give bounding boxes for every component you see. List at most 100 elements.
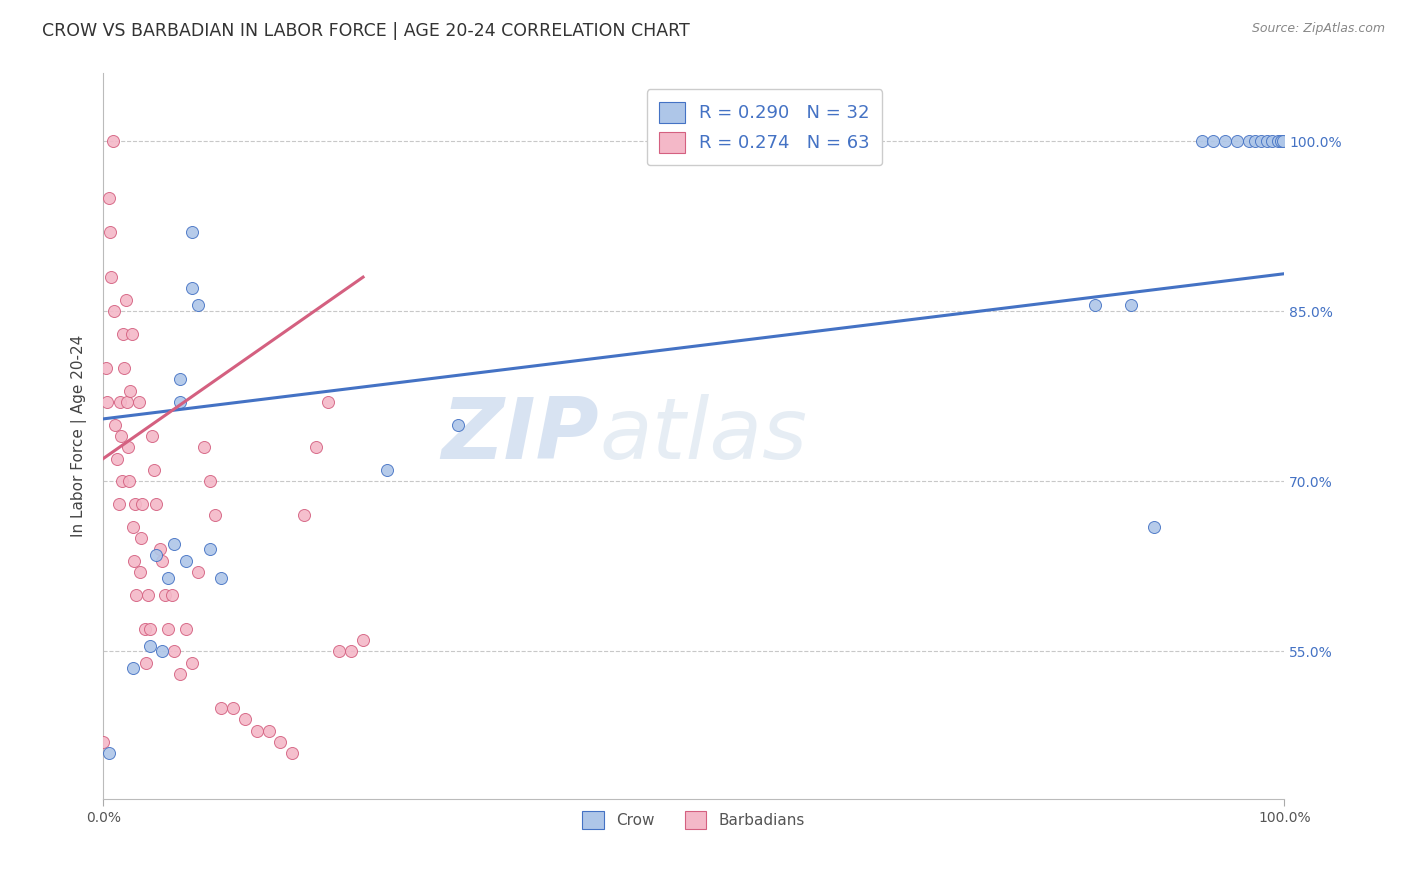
- Point: [1256, 134, 1278, 148]
- Point: [209, 701, 232, 715]
- Point: [121, 326, 143, 341]
- Point: [257, 723, 280, 738]
- Point: [1143, 519, 1166, 533]
- Point: [98, 191, 121, 205]
- Point: [180, 225, 202, 239]
- Point: [187, 565, 209, 579]
- Point: [94, 360, 117, 375]
- Point: [375, 463, 398, 477]
- Point: [269, 735, 291, 749]
- Point: [128, 565, 150, 579]
- Point: [198, 542, 221, 557]
- Point: [145, 497, 167, 511]
- Point: [163, 644, 186, 658]
- Point: [281, 747, 304, 761]
- Point: [1084, 298, 1107, 312]
- Point: [124, 497, 146, 511]
- Point: [143, 463, 166, 477]
- Point: [131, 497, 153, 511]
- Point: [107, 497, 129, 511]
- Point: [163, 536, 186, 550]
- Point: [110, 429, 132, 443]
- Point: [153, 588, 176, 602]
- Point: [112, 326, 135, 341]
- Point: [108, 395, 131, 409]
- Point: [1243, 134, 1265, 148]
- Point: [149, 542, 172, 557]
- Point: [120, 384, 142, 398]
- Point: [233, 713, 256, 727]
- Point: [446, 417, 468, 432]
- Point: [150, 554, 173, 568]
- Point: [118, 475, 141, 489]
- Point: [1226, 134, 1249, 148]
- Point: [204, 508, 226, 523]
- Point: [187, 298, 209, 312]
- Point: [121, 661, 143, 675]
- Point: [1250, 134, 1272, 148]
- Point: [1261, 134, 1284, 148]
- Point: [111, 475, 134, 489]
- Point: [136, 588, 159, 602]
- Point: [104, 417, 127, 432]
- Point: [1191, 134, 1213, 148]
- Y-axis label: In Labor Force | Age 20-24: In Labor Force | Age 20-24: [72, 334, 87, 537]
- Point: [157, 571, 180, 585]
- Point: [209, 571, 232, 585]
- Text: CROW VS BARBADIAN IN LABOR FORCE | AGE 20-24 CORRELATION CHART: CROW VS BARBADIAN IN LABOR FORCE | AGE 2…: [42, 22, 690, 40]
- Point: [141, 429, 163, 443]
- Point: [139, 622, 162, 636]
- Point: [1237, 134, 1260, 148]
- Point: [292, 508, 315, 523]
- Text: atlas: atlas: [599, 394, 807, 477]
- Point: [169, 395, 191, 409]
- Point: [125, 588, 148, 602]
- Point: [157, 622, 180, 636]
- Point: [96, 395, 118, 409]
- Point: [169, 372, 191, 386]
- Point: [122, 554, 145, 568]
- Point: [114, 360, 136, 375]
- Point: [305, 440, 328, 454]
- Point: [129, 531, 152, 545]
- Point: [198, 475, 221, 489]
- Point: [135, 656, 157, 670]
- Text: ZIP: ZIP: [441, 394, 599, 477]
- Point: [180, 281, 202, 295]
- Text: Source: ZipAtlas.com: Source: ZipAtlas.com: [1251, 22, 1385, 36]
- Point: [139, 639, 162, 653]
- Point: [174, 622, 197, 636]
- Point: [134, 622, 156, 636]
- Point: [174, 554, 197, 568]
- Point: [150, 644, 173, 658]
- Point: [128, 395, 150, 409]
- Legend: Crow, Barbadians: Crow, Barbadians: [576, 805, 811, 835]
- Point: [352, 633, 374, 648]
- Point: [98, 747, 121, 761]
- Point: [1272, 134, 1295, 148]
- Point: [91, 735, 114, 749]
- Point: [316, 395, 339, 409]
- Point: [1270, 134, 1292, 148]
- Point: [105, 451, 128, 466]
- Point: [101, 134, 124, 148]
- Point: [328, 644, 350, 658]
- Point: [114, 293, 136, 307]
- Point: [1267, 134, 1289, 148]
- Point: [100, 270, 122, 285]
- Point: [180, 656, 202, 670]
- Point: [1202, 134, 1225, 148]
- Point: [117, 440, 139, 454]
- Point: [160, 588, 183, 602]
- Point: [121, 519, 143, 533]
- Point: [193, 440, 215, 454]
- Point: [98, 225, 121, 239]
- Point: [1213, 134, 1236, 148]
- Point: [103, 304, 125, 318]
- Point: [115, 395, 138, 409]
- Point: [222, 701, 245, 715]
- Point: [145, 548, 167, 562]
- Point: [1119, 298, 1142, 312]
- Point: [246, 723, 269, 738]
- Point: [169, 667, 191, 681]
